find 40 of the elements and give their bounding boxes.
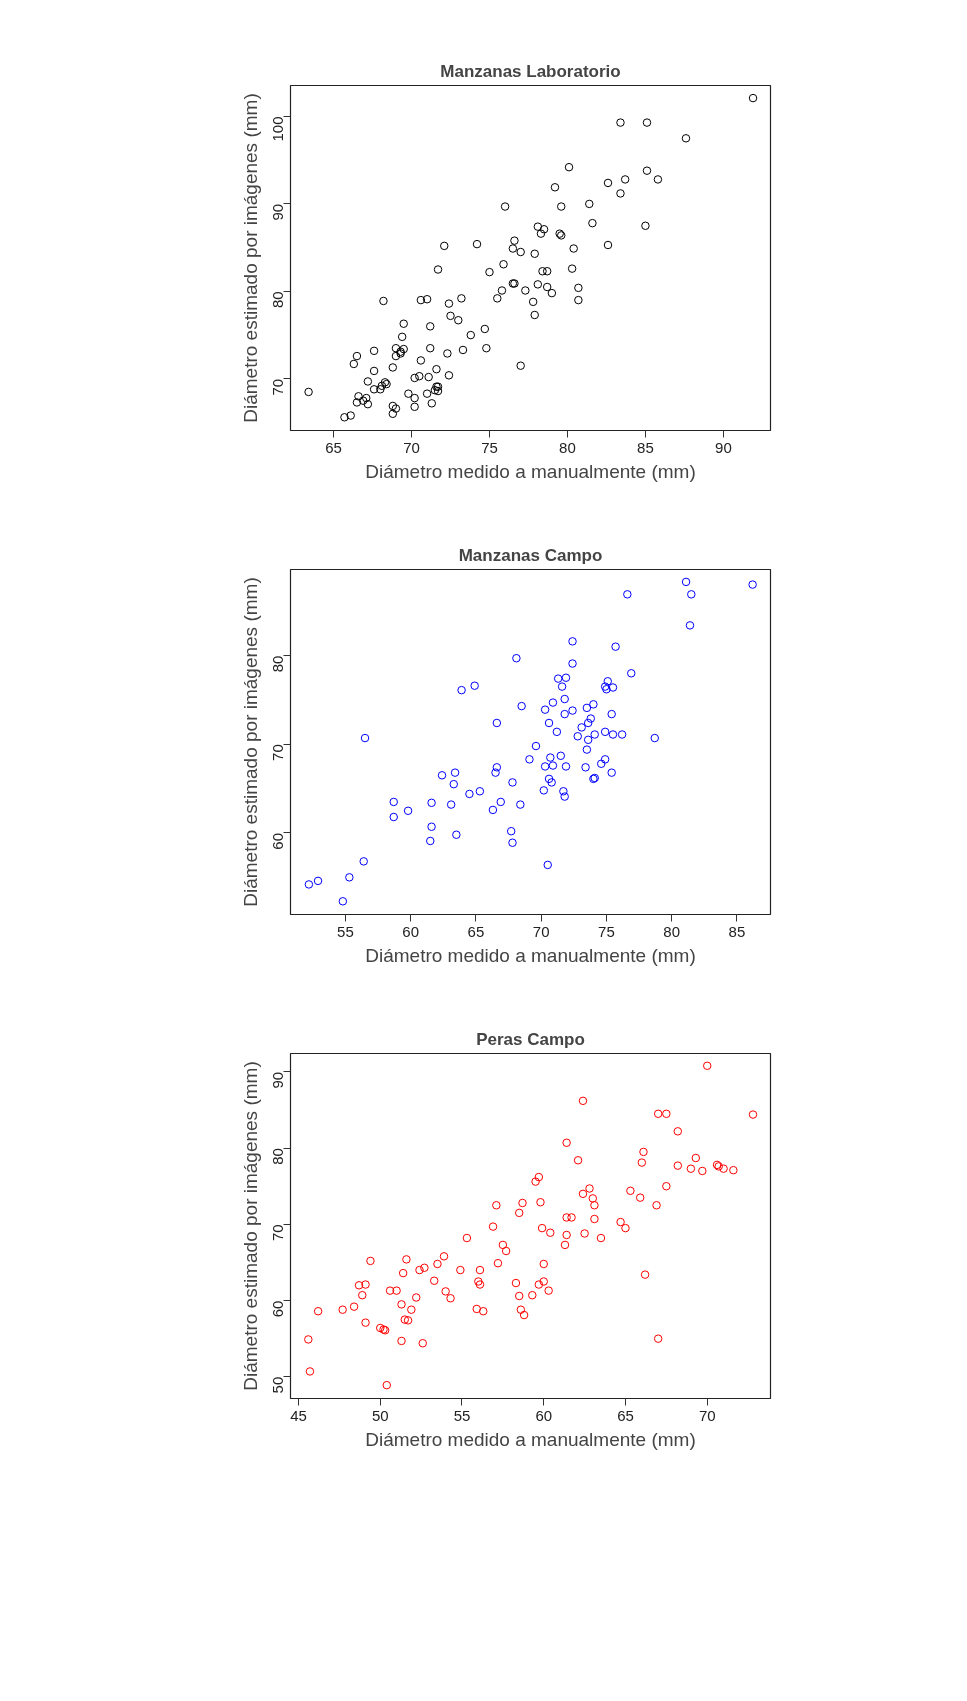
x-axis-title: Diámetro medido a manualmente (mm)	[365, 460, 696, 482]
y-tick-label: 90	[269, 203, 287, 221]
chart-title: Manzanas Laboratorio	[440, 61, 621, 81]
y-tick-label: 70	[269, 1224, 287, 1242]
x-tick-label: 65	[325, 438, 342, 456]
y-tick-label: 80	[269, 655, 287, 673]
x-tick-label: 65	[467, 922, 485, 940]
x-tick-label: 75	[481, 438, 498, 456]
x-tick-label: 60	[402, 922, 420, 940]
chart-title: Peras Campo	[476, 1029, 585, 1049]
chart-title: Manzanas Campo	[458, 545, 603, 565]
y-axis-title: Diámetro estimado por imágenes (mm)	[239, 93, 261, 423]
x-tick-label: 70	[403, 438, 420, 456]
x-axis-title: Diámetro medido a manualmente (mm)	[365, 1428, 696, 1450]
y-axis-title: Diámetro estimado por imágenes (mm)	[239, 577, 261, 907]
x-tick-label: 70	[532, 922, 550, 940]
x-tick-label: 55	[337, 922, 354, 940]
x-tick-label: 90	[715, 438, 732, 456]
x-tick-label: 80	[663, 922, 681, 940]
x-tick-label: 70	[698, 1406, 716, 1424]
y-tick-label: 50	[269, 1376, 287, 1394]
x-tick-label: 45	[290, 1406, 307, 1424]
x-tick-label: 75	[598, 922, 615, 940]
x-tick-label: 55	[453, 1406, 471, 1424]
x-tick-label: 80	[559, 438, 576, 456]
y-tick-label: 90	[269, 1071, 287, 1089]
x-tick-label: 60	[535, 1406, 553, 1424]
x-tick-label: 50	[371, 1406, 389, 1424]
x-tick-label: 85	[728, 922, 746, 940]
x-axis-title: Diámetro medido a manualmente (mm)	[365, 944, 696, 966]
x-tick-label: 65	[617, 1406, 634, 1424]
y-tick-label: 100	[269, 116, 287, 142]
y-tick-label: 80	[269, 291, 287, 309]
y-tick-label: 70	[269, 378, 287, 396]
y-tick-label: 60	[269, 1300, 287, 1318]
y-tick-label: 60	[269, 832, 287, 850]
y-axis-title: Diámetro estimado por imágenes (mm)	[239, 1061, 261, 1391]
y-tick-label: 70	[269, 744, 287, 761]
x-tick-label: 85	[637, 438, 654, 456]
y-tick-label: 80	[269, 1148, 287, 1165]
